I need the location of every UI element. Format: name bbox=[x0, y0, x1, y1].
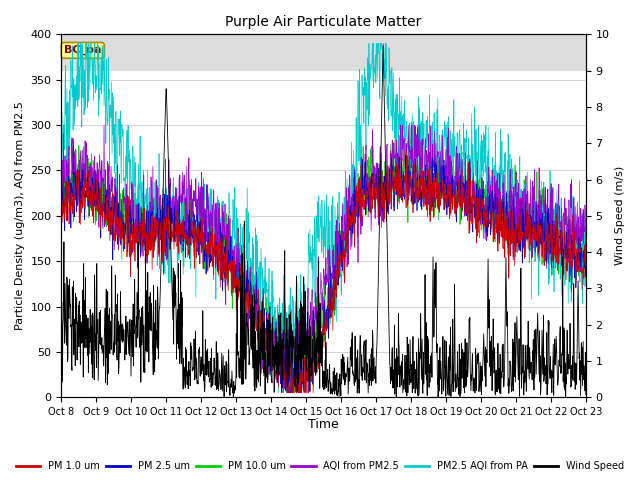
Title: Purple Air Particulate Matter: Purple Air Particulate Matter bbox=[225, 15, 422, 29]
Y-axis label: Wind Speed (m/s): Wind Speed (m/s) bbox=[615, 166, 625, 265]
Legend: PM 1.0 um, PM 2.5 um, PM 10.0 um, AQI from PM2.5, PM2.5 AQI from PA, Wind Speed: PM 1.0 um, PM 2.5 um, PM 10.0 um, AQI fr… bbox=[12, 457, 628, 475]
Y-axis label: Particle Density (ug/m3), AQI from PM2.5: Particle Density (ug/m3), AQI from PM2.5 bbox=[15, 101, 25, 330]
Text: BC_pa: BC_pa bbox=[64, 45, 102, 56]
X-axis label: Time: Time bbox=[308, 419, 339, 432]
Bar bbox=[61, 35, 586, 71]
